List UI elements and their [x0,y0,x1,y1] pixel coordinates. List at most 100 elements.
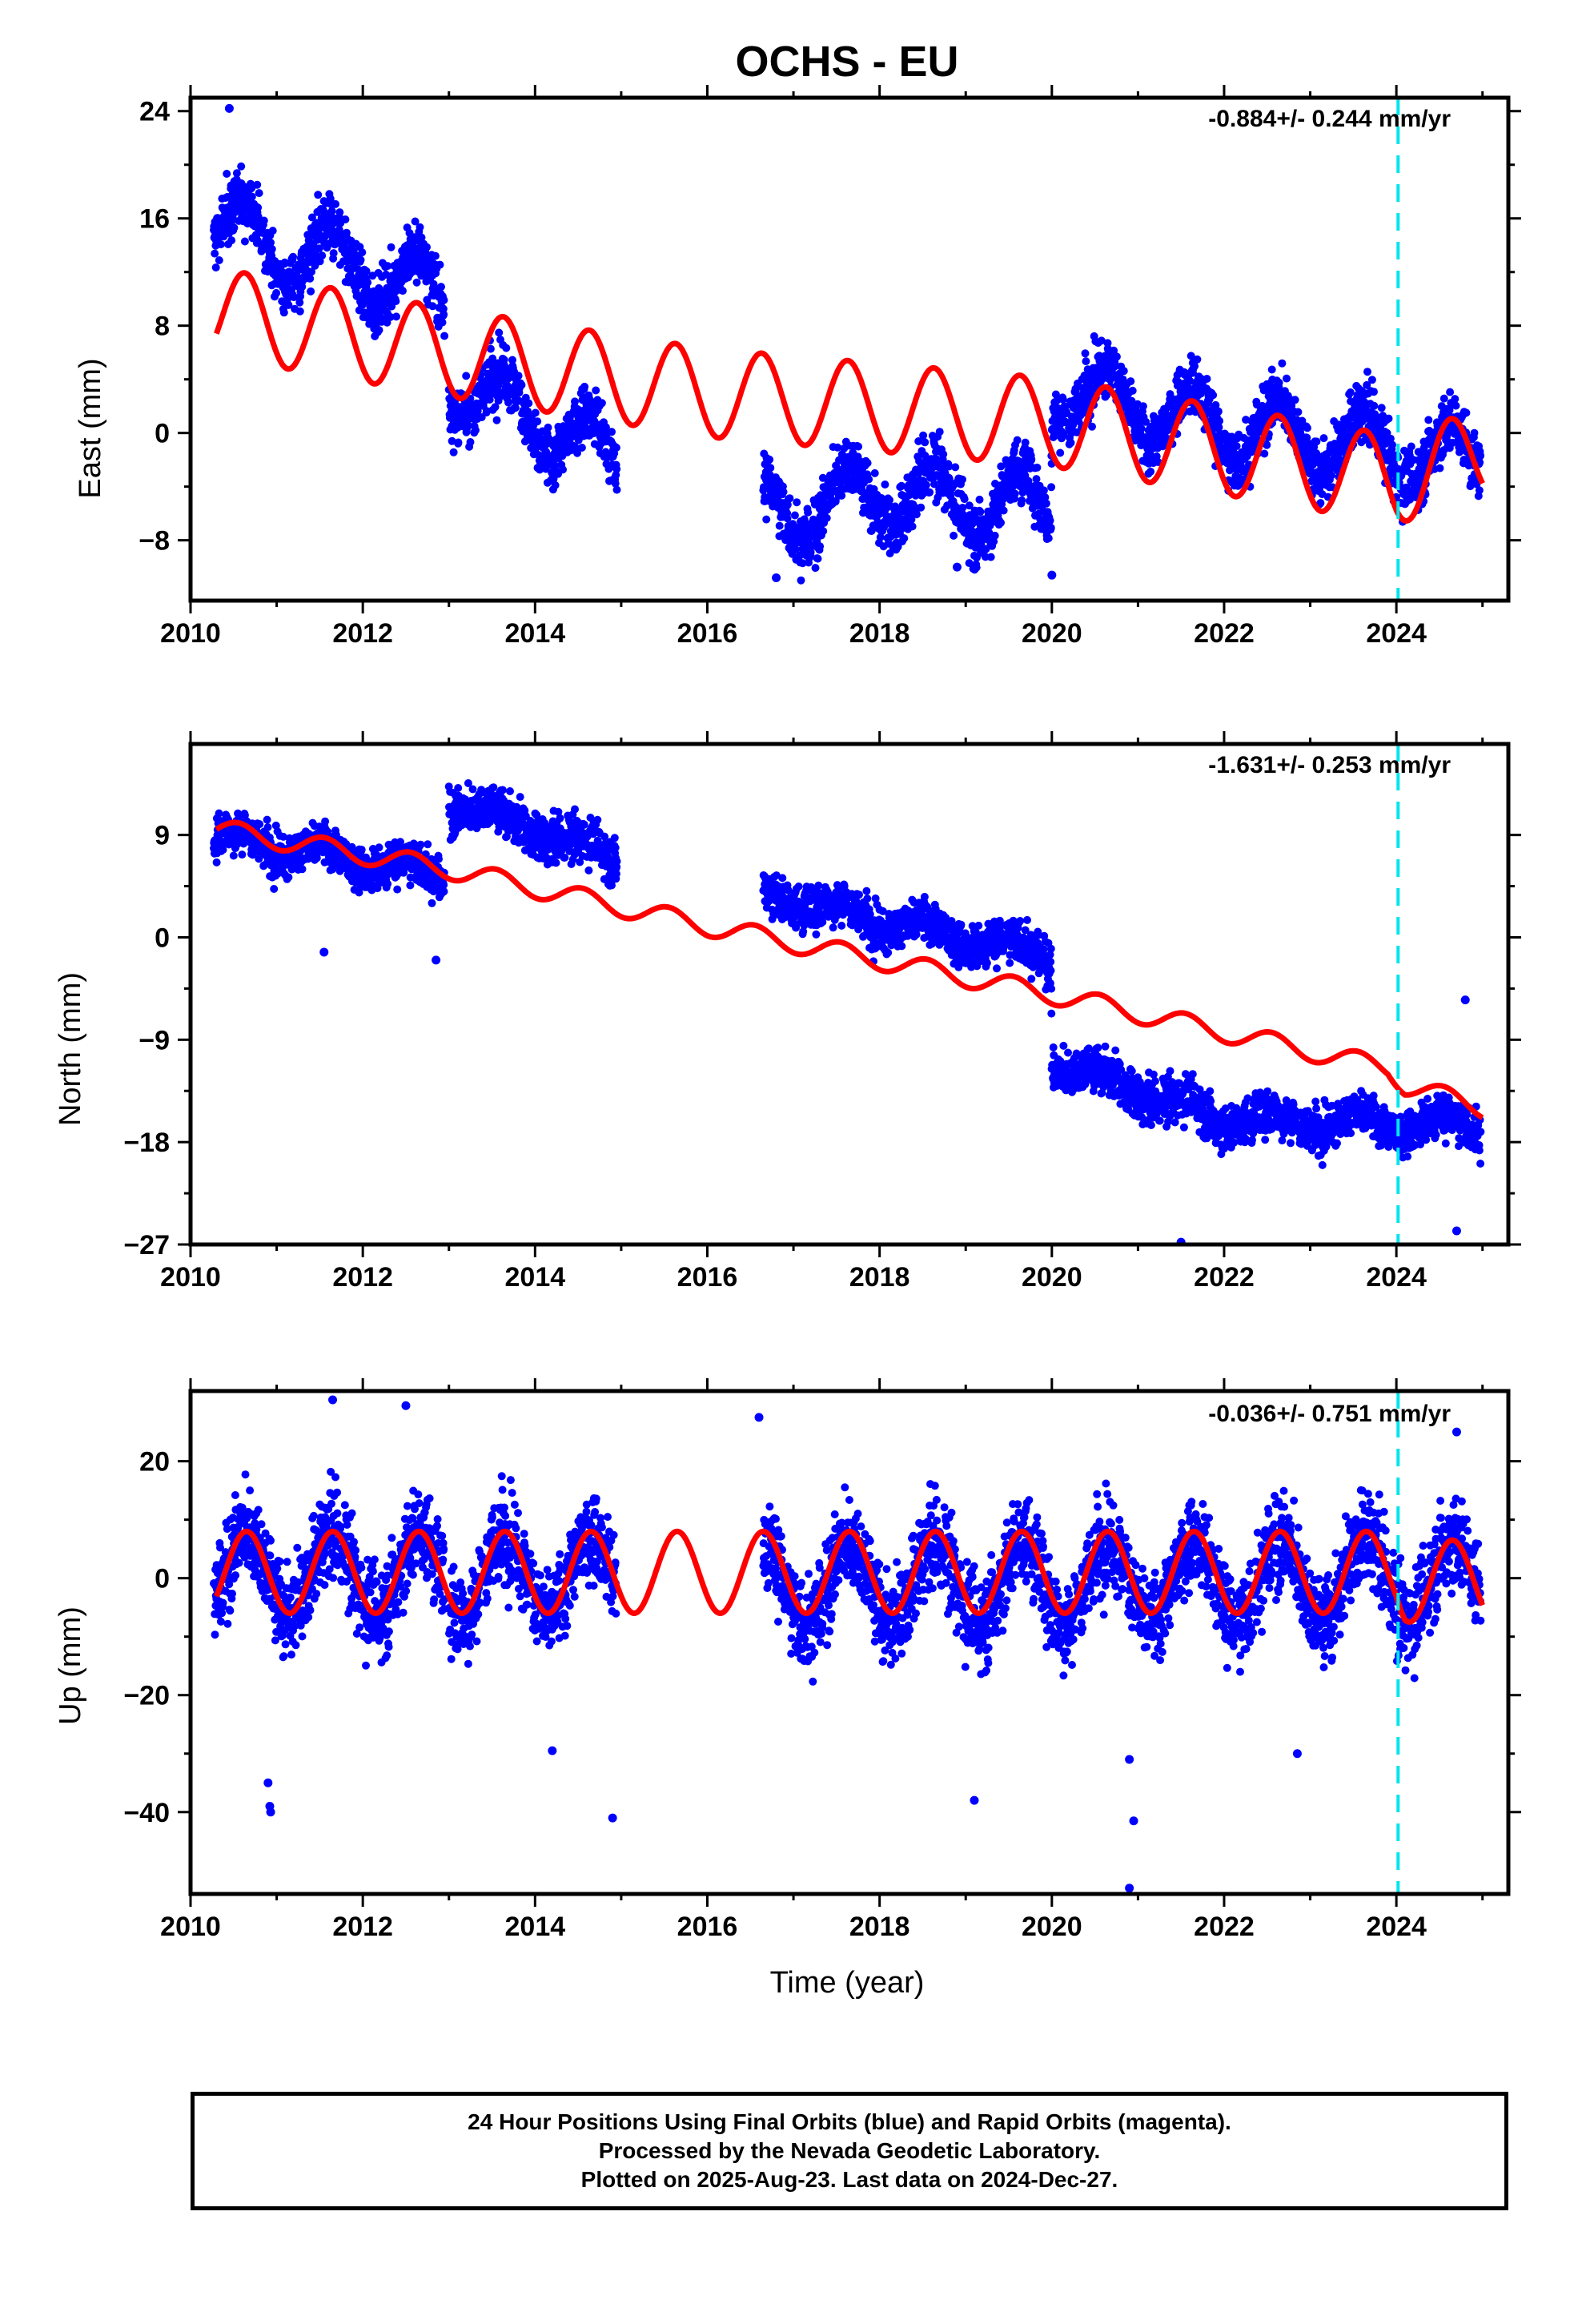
east-data-point [223,170,231,178]
east-data-point [362,267,371,275]
north-data-point [284,873,293,882]
north-data-point [212,858,221,866]
east-data-point [533,417,542,426]
east-y-tick-label: 16 [139,204,170,235]
east-data-point [766,464,775,472]
east-data-point [466,438,475,446]
east-data-point [990,531,999,540]
east-data-point [254,203,263,212]
east-data-point [881,480,889,489]
east-data-point [272,288,281,297]
east-data-point [383,262,392,271]
east-data-point [232,169,241,178]
east-data-point [295,298,304,307]
east-observations [210,103,1485,585]
east-data-point [819,527,828,536]
north-data-point [612,870,620,879]
east-data-point [1475,486,1484,495]
east-data-point [329,249,338,258]
east-data-point [785,494,794,503]
east-data-point [865,475,873,484]
east-data-point [315,244,323,253]
north-data-point [584,866,593,875]
east-data-point [230,223,239,232]
north-observations [210,779,1485,1244]
east-data-point [1128,386,1137,395]
east-data-point [1138,402,1147,411]
east-data-point [289,252,297,261]
east-data-point [1470,428,1479,437]
north-data-point [611,843,620,852]
east-x-tick-label: 2024 [1366,618,1427,649]
east-data-point [428,302,437,311]
east-y-tick-label: 8 [155,312,170,342]
east-data-point [1232,442,1241,450]
east-data-point [1452,401,1460,410]
north-data-point [612,857,621,866]
north-data-point [229,851,238,860]
east-data-point [1294,408,1303,416]
east-data-point [440,296,448,304]
east-data-point [976,508,985,517]
east-data-point [1446,388,1455,396]
north-y-axis-label: North (mm) [54,972,87,1126]
east-data-point [551,480,560,489]
east-data-point [1215,416,1224,425]
east-data-point [813,554,822,563]
north-data-point [489,783,498,792]
east-data-point [863,459,872,468]
east-data-point [341,215,350,223]
east-data-point [854,442,863,451]
east-data-point [314,191,323,199]
east-data-point [492,416,501,424]
east-data-point [597,399,606,408]
east-data-point [1010,489,1019,498]
east-data-point [822,513,831,522]
east-data-point [237,162,246,171]
east-data-point [440,310,448,319]
east-x-tick-label: 2014 [505,618,566,649]
east-data-point [1126,377,1135,386]
east-data-point [1367,376,1376,384]
east-data-point [247,192,256,201]
east-data-point [577,444,586,452]
east-x-tick-label: 2018 [849,618,910,649]
east-data-point [502,344,511,352]
east-data-point [431,251,440,260]
east-data-point [1388,440,1396,449]
east-data-point [399,287,407,296]
north-data-point [440,887,448,896]
east-data-point [1081,349,1090,358]
east-data-point [580,382,589,391]
east-data-point [804,508,813,517]
east-data-point [524,399,533,408]
east-data-point [1346,388,1355,396]
east-data-point [790,511,799,520]
north-data-point [321,817,330,826]
east-data-point [1021,438,1030,447]
east-data-point [290,292,299,301]
east-data-point [356,255,365,264]
east-data-point [227,236,236,245]
east-data-point [439,304,448,313]
east-data-point [1377,404,1386,412]
north-data-point [608,881,616,890]
north-data-point [610,834,619,842]
east-data-point [440,332,449,340]
north-data-point [580,820,588,829]
east-data-point [1278,359,1287,368]
east-rate-label: -0.884+/- 0.244 mm/yr [1208,106,1451,132]
east-data-point [612,444,620,452]
east-data-point [559,465,567,474]
north-data-point [593,815,602,824]
east-data-point [1214,407,1223,416]
east-data-point [816,542,825,551]
east-data-point [1319,434,1328,443]
east-data-point [392,312,400,321]
east-data-point [454,438,463,447]
east-plot-frame [188,95,1511,603]
east-data-point [1203,375,1211,383]
east-data-point [437,283,445,292]
east-x-tick-label: 2020 [1022,618,1082,649]
east-data-point [211,249,219,258]
